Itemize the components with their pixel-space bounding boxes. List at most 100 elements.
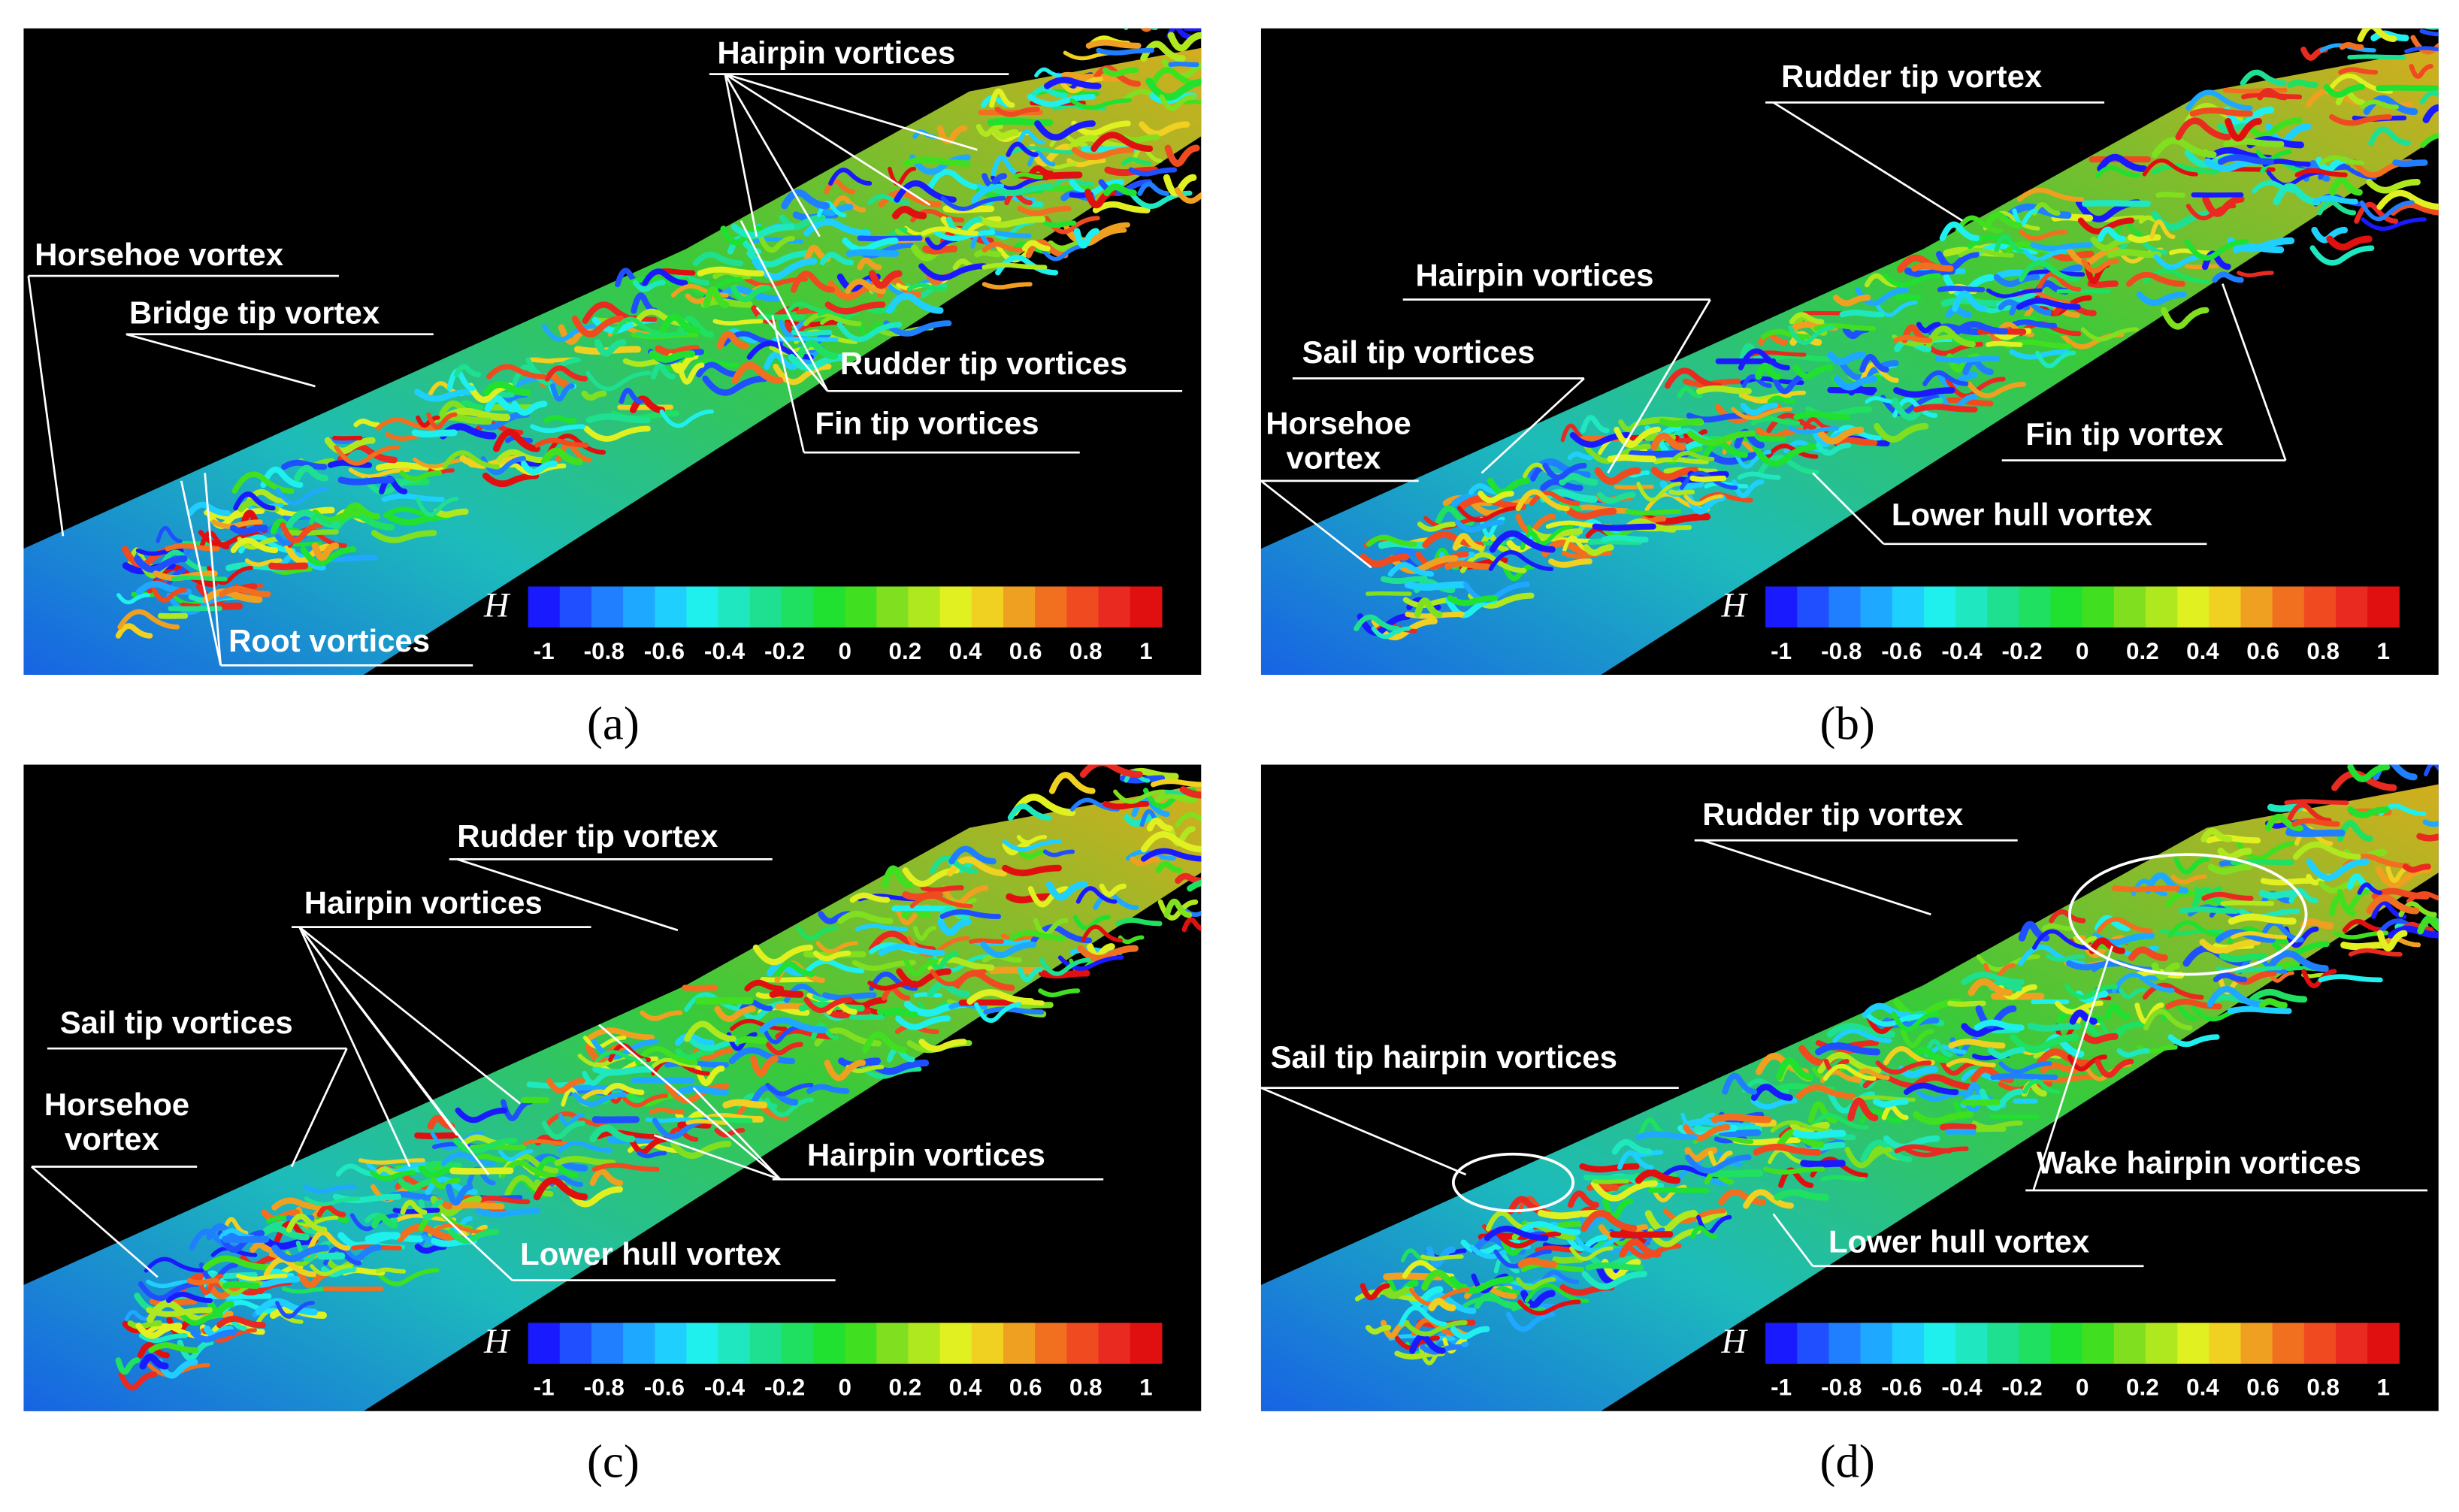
vortex-tube: [591, 1039, 659, 1060]
vortex-tube: [1955, 215, 2004, 234]
vortex-tube: [1565, 1234, 1608, 1251]
vortex-tube: [1118, 935, 1145, 945]
vortex-tube: [2366, 178, 2421, 194]
vortex-tube: [1994, 234, 2025, 254]
vortex-tube: [511, 401, 548, 416]
vortex-tube: [2301, 969, 2337, 988]
colorbar-tick-label: -0.8: [584, 638, 625, 664]
vortex-tube: [571, 315, 625, 338]
vortex-tube: [337, 476, 395, 485]
vortex-tube: [1609, 1231, 1674, 1238]
vortex-tube: [635, 1045, 698, 1066]
vortex-tube: [650, 363, 676, 380]
vortex-tube: [902, 156, 971, 167]
vortex-tube: [2292, 841, 2361, 860]
vortex-tube: [358, 1158, 425, 1165]
vortex-tube: [1155, 860, 1183, 873]
vortex-tube: [2111, 972, 2175, 993]
vortex-tube: [526, 1081, 594, 1089]
vortex-tube: [1774, 1189, 1830, 1201]
vortex-tube: [1970, 1066, 2014, 1084]
colorbar-label: H: [483, 1322, 511, 1360]
vortex-tube: [632, 280, 666, 292]
vortex-tube: [2184, 239, 2249, 261]
vortex-tube: [1529, 528, 1583, 541]
vortex-tube: [1163, 898, 1193, 918]
vortex-tube: [1179, 786, 1202, 799]
vortex-tube: [452, 1202, 505, 1210]
vortex-tube: [386, 513, 451, 526]
vortex-tube: [730, 1018, 788, 1031]
annotation: Hairpin vortices: [1415, 257, 1653, 292]
vortex-tube: [1767, 395, 1796, 404]
vortex-tube: [540, 447, 583, 466]
vortex-tube: [311, 542, 340, 561]
vortex-tube: [703, 286, 730, 309]
vortex-tube: [371, 1213, 398, 1229]
vortex-tube: [1761, 328, 1810, 340]
vortex-tube: [2361, 217, 2427, 231]
vortex-tube: [1141, 848, 1202, 862]
vortex-tube: [557, 1140, 612, 1154]
vortex-tube: [2081, 258, 2119, 274]
vortex-tube: [286, 1213, 328, 1233]
leader-line: [2032, 945, 2113, 1191]
vortex-tube: [1025, 239, 1069, 259]
vortex-tube: [190, 1329, 237, 1343]
vortex-tube: [1792, 1129, 1847, 1139]
vortex-tube: [151, 587, 187, 603]
vortex-tube: [909, 894, 973, 909]
vortex-tube: [1017, 129, 1045, 145]
vortex-tube: [1618, 419, 1647, 432]
vortex-tube: [544, 365, 588, 382]
vortex-tube: [1872, 1098, 1909, 1108]
colorbar-tick-label: -0.2: [2001, 1374, 2042, 1401]
vortex-tube: [2326, 235, 2373, 251]
vortex-tube: [1583, 1174, 1641, 1182]
colorbar-band: [2240, 586, 2273, 628]
vortex-tube: [1141, 8, 1168, 23]
vortex-tube: [939, 909, 1002, 920]
vortex-tube: [156, 1359, 198, 1379]
leader-line: [2222, 283, 2287, 461]
vortex-tube: [674, 1033, 715, 1046]
vortex-tube: [1449, 1276, 1514, 1294]
vortex-tube: [765, 1042, 803, 1056]
colorbar-tick-label: 1: [2377, 638, 2390, 664]
colorbar-band: [718, 586, 751, 628]
vortex-tube: [1704, 481, 1749, 488]
vortex-tube: [271, 1244, 329, 1263]
vortex-tube: [1540, 1270, 1580, 1284]
vortex-tube: [1908, 1046, 1949, 1063]
vortex-tube: [977, 183, 1005, 191]
colorbar-band: [623, 586, 655, 628]
vortex-tube: [414, 1244, 447, 1254]
vortex-tube: [1079, 764, 1143, 779]
vortex-tube: [146, 1307, 213, 1317]
vortex-tube: [543, 415, 577, 424]
vortex-tube: [275, 1301, 315, 1319]
vortex-tube: [589, 1169, 624, 1187]
vortex-tube: [2360, 99, 2399, 110]
colorbar-band: [2209, 586, 2242, 628]
vortex-tube: [1958, 247, 2015, 258]
annotation: Hairpin vortices: [717, 35, 955, 71]
vortex-tube: [202, 1255, 272, 1271]
vortex-tube: [1517, 1257, 1558, 1269]
annotation: Horsehoe: [1266, 406, 1411, 441]
vortex-tube: [1892, 398, 1943, 421]
vortex-tube: [640, 1010, 683, 1021]
vortex-tube: [1592, 1179, 1629, 1184]
vortex-tube: [1048, 772, 1096, 794]
vortex-tube: [1010, 146, 1074, 155]
vortex-tube: [2419, 90, 2439, 105]
vortex-tube: [730, 223, 795, 239]
vortex-tube: [1085, 39, 1142, 49]
vortex-tube: [1493, 1253, 1520, 1274]
leader-line: [724, 73, 978, 151]
vortex-tube: [1768, 1148, 1805, 1164]
vortex-tube: [1033, 89, 1099, 96]
vortex-tube: [348, 467, 410, 479]
vortex-tube: [922, 245, 958, 255]
colorbar-band: [1892, 1323, 1925, 1364]
